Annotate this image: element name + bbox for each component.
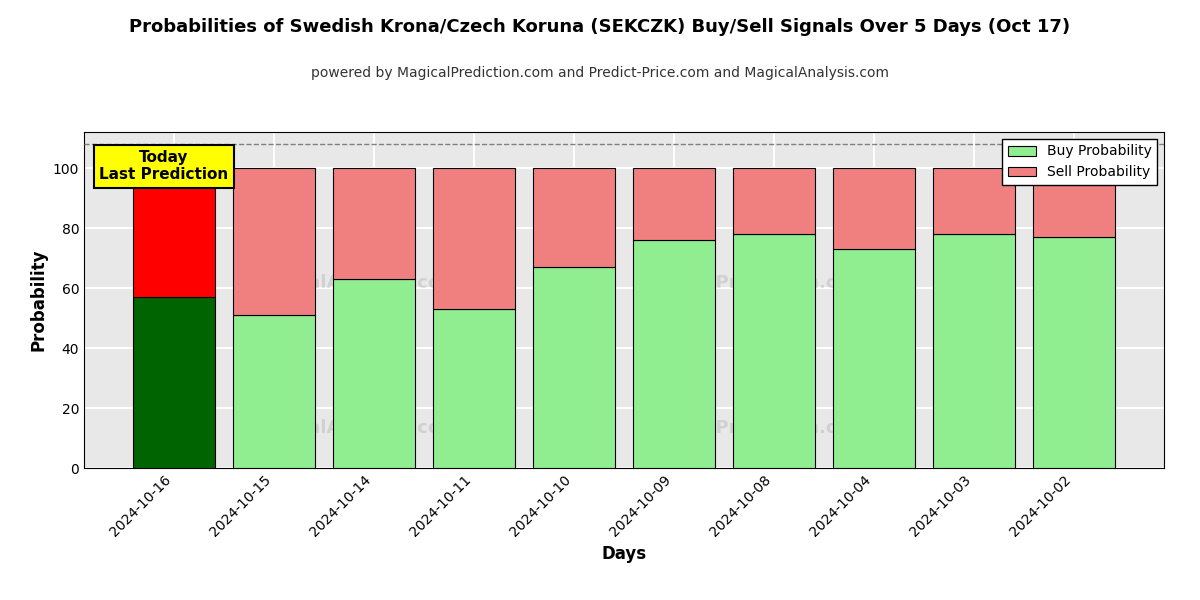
Bar [133, 297, 215, 468]
X-axis label: Days: Days [601, 545, 647, 563]
Bar [1033, 168, 1115, 237]
Y-axis label: Probability: Probability [29, 249, 47, 351]
Bar [932, 168, 1015, 234]
Bar [433, 309, 515, 468]
Bar [632, 240, 715, 468]
Legend: Buy Probability, Sell Probability: Buy Probability, Sell Probability [1002, 139, 1157, 185]
Bar [632, 168, 715, 240]
Text: Probabilities of Swedish Krona/Czech Koruna (SEKCZK) Buy/Sell Signals Over 5 Day: Probabilities of Swedish Krona/Czech Kor… [130, 18, 1070, 36]
Bar [233, 168, 316, 315]
Text: MagicalPrediction.com: MagicalPrediction.com [638, 274, 869, 292]
Bar [733, 234, 815, 468]
Bar [334, 279, 415, 468]
Text: Today
Last Prediction: Today Last Prediction [100, 150, 229, 182]
Bar [833, 249, 914, 468]
Bar [533, 168, 616, 267]
Bar [433, 168, 515, 309]
Text: MagicalAnalysis.com: MagicalAnalysis.com [250, 274, 458, 292]
Text: powered by MagicalPrediction.com and Predict-Price.com and MagicalAnalysis.com: powered by MagicalPrediction.com and Pre… [311, 66, 889, 80]
Text: MagicalPrediction.com: MagicalPrediction.com [638, 419, 869, 437]
Bar [334, 168, 415, 279]
Bar [533, 267, 616, 468]
Bar [1033, 237, 1115, 468]
Bar [833, 168, 914, 249]
Bar [932, 234, 1015, 468]
Bar [733, 168, 815, 234]
Bar [133, 168, 215, 297]
Text: MagicalAnalysis.com: MagicalAnalysis.com [250, 419, 458, 437]
Bar [233, 315, 316, 468]
